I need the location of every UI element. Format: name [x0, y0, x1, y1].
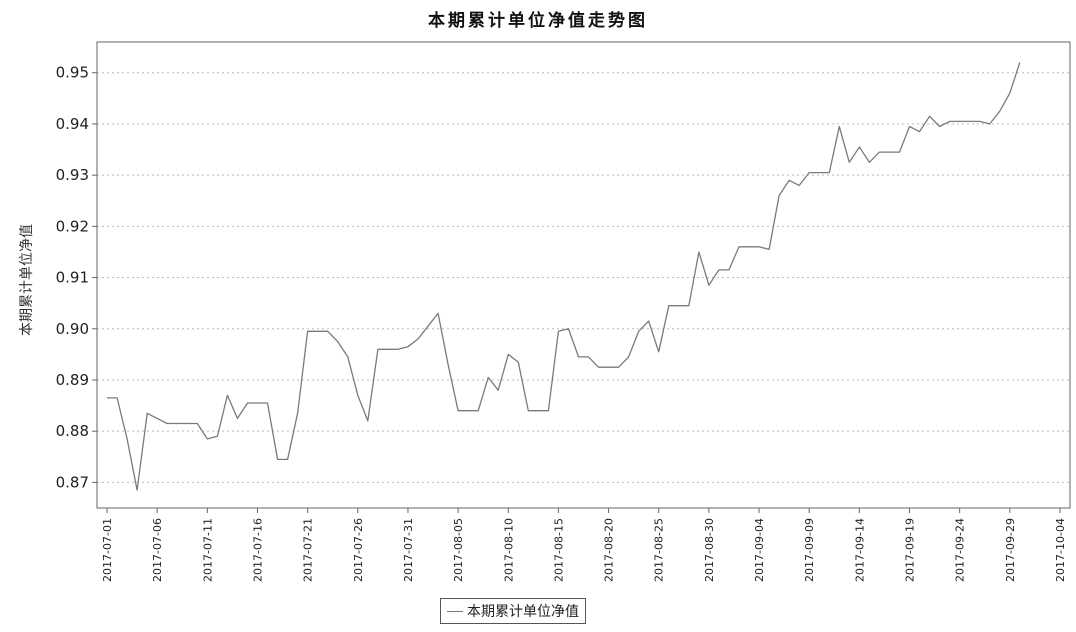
x-tick-label: 2017-08-10	[502, 518, 515, 582]
x-tick-label: 2017-09-29	[1004, 518, 1017, 582]
legend-label: 本期累计单位净值	[467, 604, 579, 620]
grid-layer	[97, 72, 1070, 483]
x-tick-label: 2017-08-05	[452, 518, 465, 582]
x-tick-label: 2017-09-19	[904, 518, 917, 582]
y-tick-label: 0.87	[56, 473, 89, 491]
x-tick-label: 2017-07-31	[402, 518, 415, 582]
x-tick-label: 2017-08-25	[653, 518, 666, 582]
series-line	[107, 62, 1021, 491]
x-tick-label: 2017-09-09	[803, 518, 816, 582]
x-tick-label: 2017-09-24	[954, 518, 967, 582]
y-tick-label: 0.90	[56, 320, 89, 338]
x-tick-label: 2017-07-01	[101, 518, 114, 582]
x-tick-label: 2017-10-04	[1054, 518, 1067, 582]
x-tick-label: 2017-09-04	[753, 518, 766, 582]
x-tick-label: 2017-07-06	[151, 518, 164, 582]
x-tick-label: 2017-07-16	[251, 518, 264, 582]
y-tick-label: 0.92	[56, 217, 89, 235]
plot-frame	[96, 41, 1071, 509]
y-tick-label: 0.93	[56, 166, 89, 184]
x-axis: 2017-07-01 2017-07-06 2017-07-11 2017-07-16…	[101, 508, 1067, 582]
y-tick-label: 0.94	[56, 115, 89, 133]
y-axis: 0.87 0.88 0.89 0.90 0.91 0.92 0.93 0.94 0.95	[56, 64, 97, 491]
y-tick-label: 0.89	[56, 371, 89, 389]
x-tick-label: 2017-08-15	[552, 518, 565, 582]
legend: 本期累计单位净值	[440, 598, 586, 624]
x-tick-label: 2017-08-20	[603, 518, 616, 582]
y-tick-label: 0.95	[56, 64, 89, 82]
x-tick-label: 2017-09-14	[853, 518, 866, 582]
legend-swatch	[447, 610, 463, 612]
y-tick-label: 0.88	[56, 422, 89, 440]
chart-title: 本期累计单位净值走势图	[428, 11, 648, 31]
x-tick-label: 2017-07-21	[302, 518, 315, 582]
y-tick-label: 0.91	[56, 269, 89, 287]
x-tick-label: 2017-07-11	[201, 518, 214, 582]
series-layer	[107, 62, 1021, 491]
x-tick-label: 2017-07-26	[352, 518, 365, 582]
x-tick-label: 2017-08-30	[703, 518, 716, 582]
